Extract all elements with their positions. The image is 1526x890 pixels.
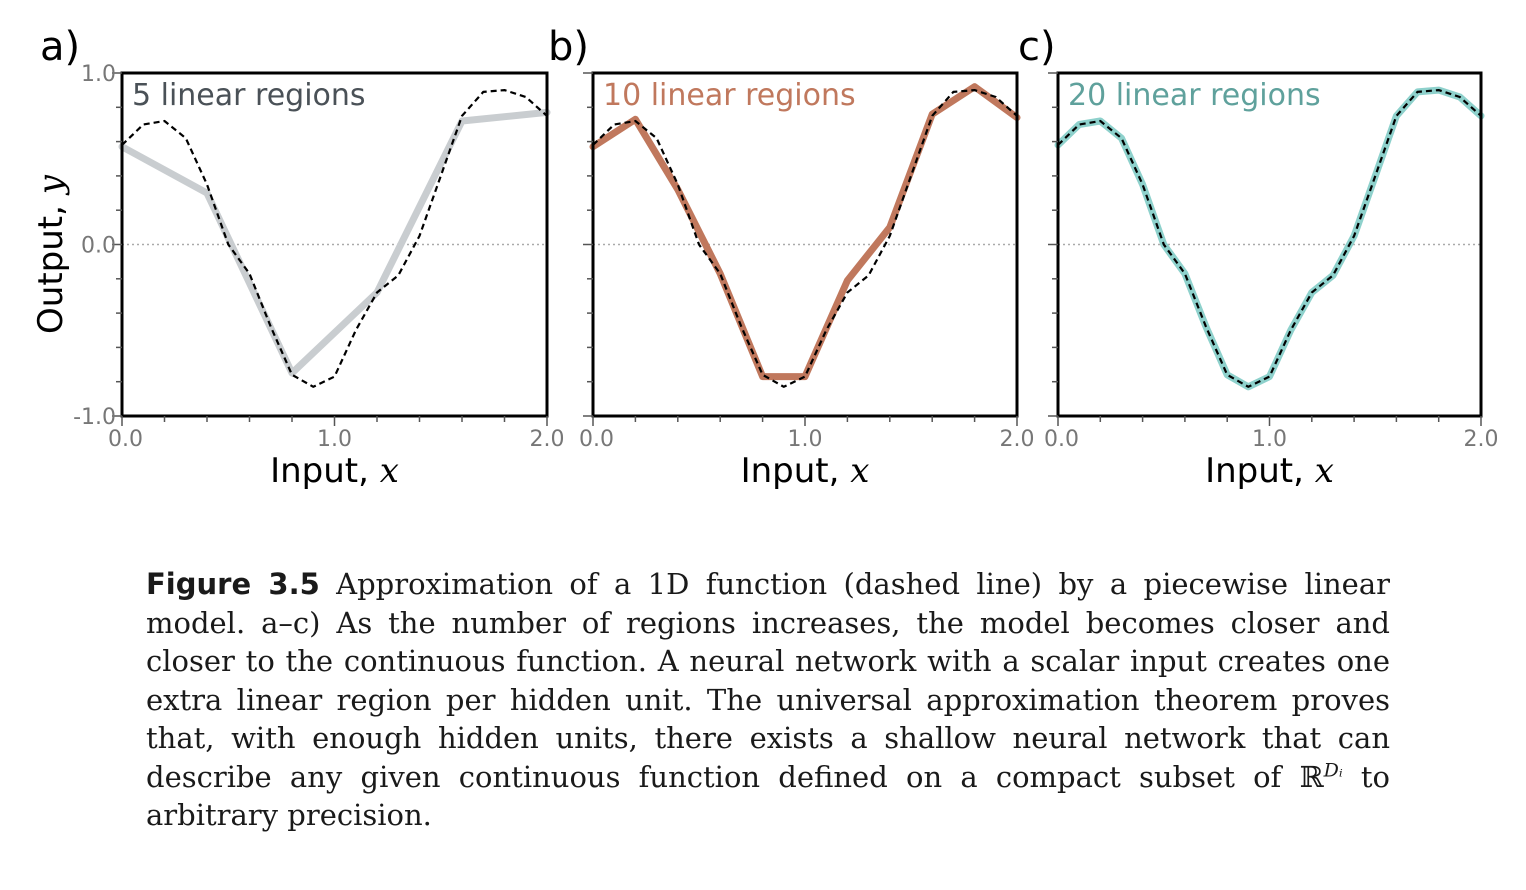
region-count-label: 5 linear regions <box>132 78 366 113</box>
caption-text: Approximation of a 1D function (dashed l… <box>146 567 1390 794</box>
piecewise-linear-line <box>118 108 551 377</box>
region-count-label: 20 linear regions <box>1068 78 1321 113</box>
target-function-line <box>121 88 548 388</box>
x-tick-label: 2.0 <box>530 427 565 452</box>
x-tick-label: 2.0 <box>1000 427 1035 452</box>
panel-label: c) <box>1018 24 1056 70</box>
x-tick-label: 1.0 <box>317 427 352 452</box>
piecewise-linear-line <box>1054 86 1485 391</box>
x-axis-label: Input, x <box>270 451 399 491</box>
y-tick-label: -1.0 <box>73 405 116 430</box>
x-tick-label: 0.0 <box>579 427 614 452</box>
figure-panels: a)-1.00.01.00.0 1.0 2.05 linear regionsInp… <box>31 24 1499 491</box>
panel-label: a) <box>40 24 80 70</box>
chart-panel-1: a)-1.00.01.00.0 1.0 2.05 linear regionsInp… <box>31 24 565 491</box>
target-function-line <box>592 88 1018 388</box>
target-function-line <box>1057 88 1482 388</box>
caption-text-end: to arbitrary precision. <box>146 759 1390 833</box>
region-count-label: 10 linear regions <box>603 78 856 113</box>
y-tick-label: 0.0 <box>81 234 116 259</box>
y-axis-label: Output, y <box>31 174 71 334</box>
x-axis-label: Input, x <box>1205 451 1334 491</box>
panel-label: b) <box>548 24 589 70</box>
x-tick-label: 0.0 <box>108 427 143 452</box>
chart-panel-2: b) 0.0 1.0 2.0 10 linear regions Input, x <box>548 24 1035 491</box>
piecewise-linear-line <box>589 83 1021 381</box>
y-tick-label: 1.0 <box>81 62 116 87</box>
caption-label: Figure 3.5 <box>146 567 320 601</box>
x-tick-label: 0.0 <box>1044 427 1079 452</box>
x-tick-label: 2.0 <box>1464 427 1499 452</box>
x-tick-label: 1.0 <box>1252 427 1287 452</box>
caption-set-symbol: ℝ <box>1299 759 1324 794</box>
x-tick-label: 1.0 <box>788 427 823 452</box>
x-axis-label: Input, x <box>741 451 870 491</box>
figure-caption: Figure 3.5 Approximation of a 1D functio… <box>146 565 1390 835</box>
chart-panel-3: c) 0.0 1.0 2.0 20 linear regions Input, x <box>1018 24 1499 491</box>
caption-superscript: Dᵢ <box>1323 758 1343 781</box>
